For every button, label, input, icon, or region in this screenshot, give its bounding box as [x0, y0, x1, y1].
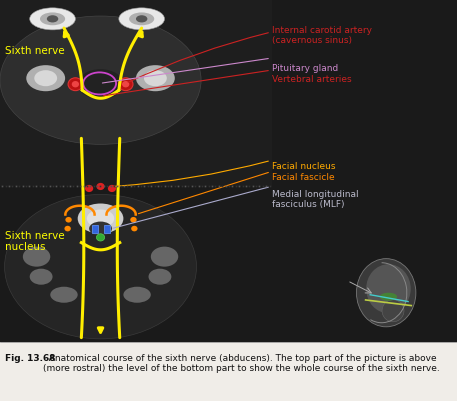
Ellipse shape [136, 65, 175, 91]
FancyBboxPatch shape [0, 0, 457, 342]
Text: Anatomical course of the sixth nerve (abducens). The top part of the picture is : Anatomical course of the sixth nerve (ab… [43, 354, 440, 373]
Ellipse shape [34, 70, 57, 86]
Ellipse shape [149, 269, 171, 285]
Ellipse shape [380, 293, 397, 301]
Circle shape [85, 185, 93, 192]
Ellipse shape [129, 12, 154, 25]
Circle shape [96, 234, 105, 241]
Ellipse shape [23, 247, 50, 267]
Text: Sixth nerve: Sixth nerve [5, 46, 64, 56]
Circle shape [122, 81, 129, 87]
Ellipse shape [89, 221, 112, 236]
Ellipse shape [356, 259, 416, 327]
Ellipse shape [30, 8, 75, 30]
Text: Fig. 13.68: Fig. 13.68 [5, 354, 55, 363]
Circle shape [64, 226, 71, 231]
Text: Internal carotid artery
(cavernous sinus): Internal carotid artery (cavernous sinus… [272, 26, 372, 45]
FancyBboxPatch shape [104, 225, 110, 233]
Ellipse shape [144, 70, 167, 86]
Circle shape [108, 185, 116, 192]
Text: Vertebral arteries: Vertebral arteries [272, 75, 351, 83]
Text: Sixth nerve
nucleus: Sixth nerve nucleus [5, 231, 64, 252]
Circle shape [68, 78, 83, 91]
Ellipse shape [26, 65, 65, 91]
Text: Medial longitudinal
fasciculus (MLF): Medial longitudinal fasciculus (MLF) [272, 190, 359, 209]
Ellipse shape [136, 15, 147, 22]
Ellipse shape [382, 300, 404, 322]
Ellipse shape [0, 16, 201, 144]
FancyBboxPatch shape [92, 225, 98, 233]
Ellipse shape [87, 209, 114, 228]
Circle shape [131, 226, 138, 231]
Text: Pituitary gland: Pituitary gland [272, 64, 338, 73]
Ellipse shape [119, 8, 165, 30]
Ellipse shape [78, 69, 123, 99]
FancyBboxPatch shape [0, 0, 272, 186]
Ellipse shape [366, 264, 411, 313]
Ellipse shape [78, 204, 123, 233]
Ellipse shape [40, 12, 65, 25]
Ellipse shape [47, 15, 58, 22]
Ellipse shape [30, 269, 53, 285]
Circle shape [65, 217, 72, 223]
Text: Facial fascicle: Facial fascicle [272, 173, 335, 182]
Text: Facial nucleus: Facial nucleus [272, 162, 335, 171]
Ellipse shape [123, 287, 151, 303]
Circle shape [96, 183, 105, 190]
FancyBboxPatch shape [0, 186, 272, 342]
Ellipse shape [5, 194, 197, 339]
Circle shape [118, 78, 133, 91]
Circle shape [130, 217, 137, 223]
Ellipse shape [50, 287, 78, 303]
Ellipse shape [151, 247, 178, 267]
Circle shape [72, 81, 79, 87]
